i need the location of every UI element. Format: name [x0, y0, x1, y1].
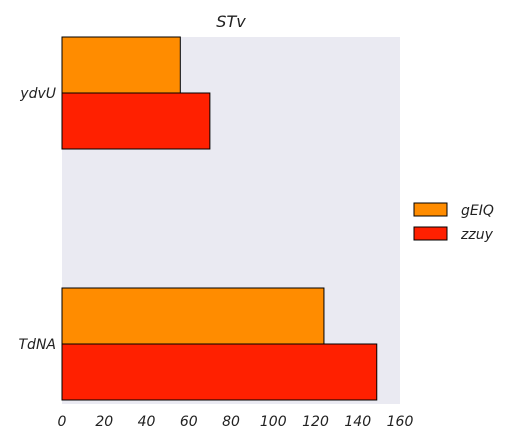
x-tick-label-60: 60 [180, 414, 198, 430]
x-tick-labels: 0 20 40 60 80 100 120 140 160 [58, 414, 414, 430]
bars [61, 36, 378, 401]
legend-swatch-gEIQ [413, 202, 448, 217]
x-tick-label-100: 100 [260, 414, 287, 430]
x-tick-label-140: 140 [344, 414, 371, 430]
chart-title: STv [216, 12, 246, 31]
category-label-ydvU: ydvU [19, 86, 56, 102]
legend: gEIQ zzuy [413, 202, 494, 243]
legend-label-gEIQ: gEIQ [461, 203, 494, 219]
x-tick-label-160: 160 [387, 414, 414, 430]
x-tick-label-20: 20 [95, 414, 113, 430]
bar-gEIQ-ydvU [61, 36, 181, 94]
x-tick-label-80: 80 [222, 414, 240, 430]
x-tick-label-40: 40 [138, 414, 156, 430]
legend-label-zzuy: zzuy [460, 227, 494, 243]
x-tick-label-120: 120 [302, 414, 329, 430]
x-tick-label-0: 0 [58, 414, 67, 430]
legend-swatch-zzuy [413, 226, 448, 241]
category-labels: ydvU TdNA [19, 86, 57, 353]
bar-gEIQ-TdNA [61, 287, 325, 345]
bar-zzuy-ydvU [61, 92, 211, 150]
bar-zzuy-TdNA [61, 343, 378, 401]
category-label-TdNA: TdNA [19, 337, 57, 353]
